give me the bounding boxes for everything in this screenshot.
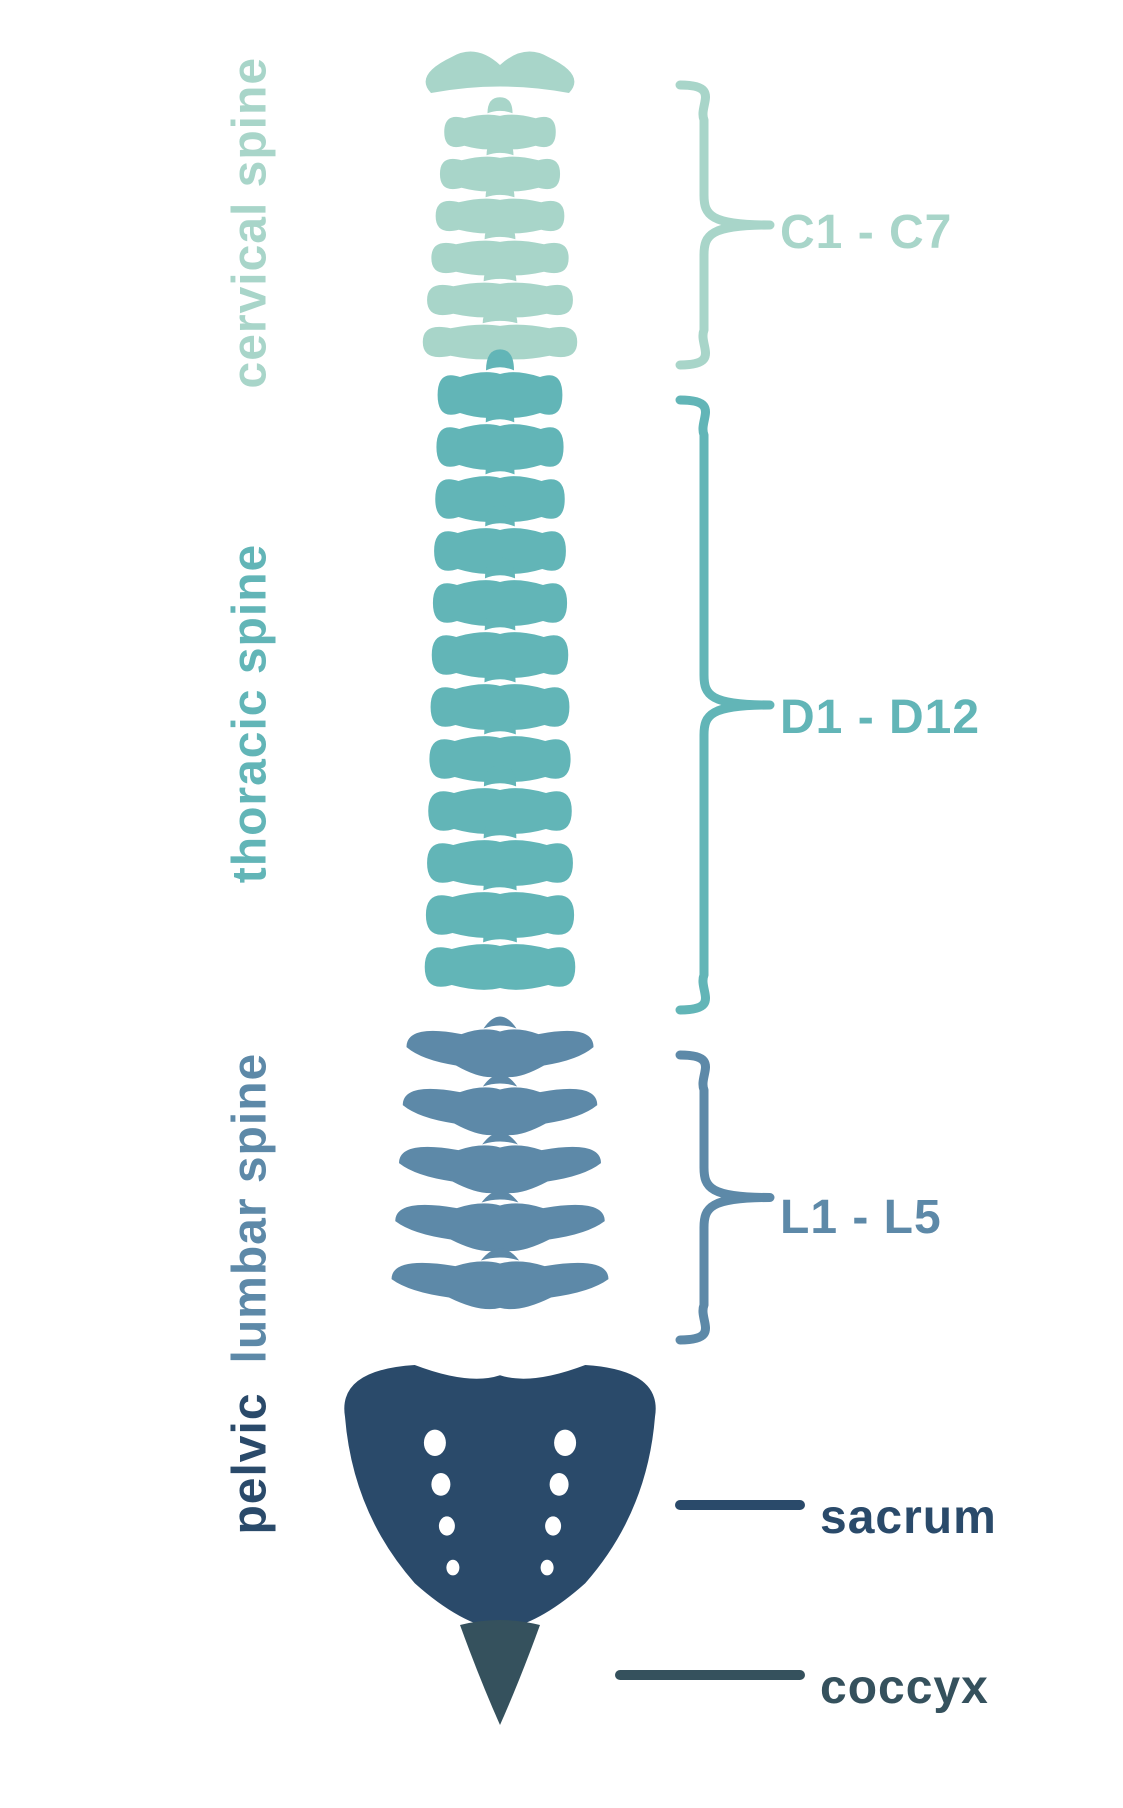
label-sacrum-right: sacrum <box>820 1490 997 1545</box>
label-cervical-right: C1 - C7 <box>780 205 952 260</box>
label-coccyx-right: coccyx <box>820 1660 989 1715</box>
label-lumbar-left: lumbar spine <box>223 1064 278 1364</box>
label-thoracic-left: thoracic spine <box>223 534 278 894</box>
label-pelvic-left: pelvic <box>223 1389 278 1539</box>
label-cervical-left: cervical spine <box>223 69 278 389</box>
label-lumbar-right: L1 - L5 <box>780 1190 942 1245</box>
label-thoracic-right: D1 - D12 <box>780 690 980 745</box>
spine-diagram: cervical spine thoracic spine lumbar spi… <box>0 0 1123 1808</box>
